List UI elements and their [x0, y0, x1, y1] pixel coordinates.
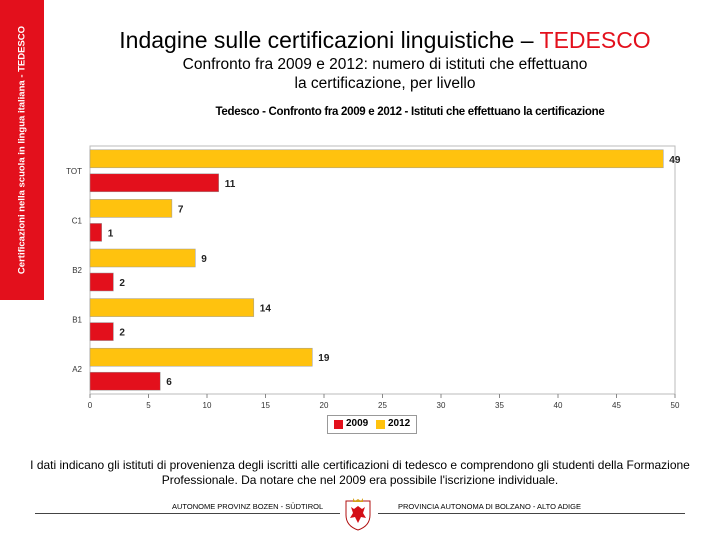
data-label: 11	[225, 179, 236, 190]
title-accent: TEDESCO	[539, 27, 651, 53]
coat-of-arms-icon	[345, 498, 371, 531]
bar-2012	[89, 149, 664, 169]
x-tick-label: 5	[146, 401, 151, 410]
legend-swatch-2009	[334, 420, 343, 429]
x-tick-label: 35	[495, 401, 504, 410]
legend-label-2009: 2009	[346, 418, 369, 429]
bar-2012	[89, 347, 313, 367]
category-label: A2	[72, 365, 82, 374]
bar-2012	[89, 199, 173, 218]
x-tick-label: 40	[554, 401, 563, 410]
chart-title: Tedesco - Confronto fra 2009 e 2012 - Is…	[215, 106, 605, 118]
footnote: I dati indicano gli istituti di provenie…	[30, 458, 690, 487]
sidebar-label: Certificazioni nella scuola in lingua it…	[16, 25, 28, 275]
bar-chart: 0 5 10 15 20 25 30 35 40 45 50 TOT 49 11 C1 7 1 B2 9 2 B1 14 2…	[66, 145, 681, 410]
legend-label-2012: 2012	[388, 418, 411, 429]
data-label: 2	[119, 328, 125, 339]
data-label: 7	[178, 204, 184, 215]
footer-rule-left	[35, 513, 340, 514]
bar-2012	[89, 248, 196, 268]
footer-rule-right	[378, 513, 685, 514]
subtitle-line-2: la certificazione, per livello	[294, 75, 476, 92]
x-tick-label: 30	[437, 401, 446, 410]
title-prefix: Indagine sulle certificazioni linguistic…	[119, 27, 540, 53]
chart-legend: 2009 2012	[327, 415, 417, 434]
data-label: 1	[108, 228, 114, 239]
bar-2009	[89, 272, 114, 292]
data-label: 6	[166, 377, 172, 388]
bar-2009	[89, 223, 102, 242]
x-tick-label: 0	[88, 401, 93, 410]
category-label: B2	[72, 266, 82, 275]
data-label: 49	[669, 155, 681, 166]
x-tick-label: 10	[203, 401, 212, 410]
subtitle-line-1: Confronto fra 2009 e 2012: numero di ist…	[182, 56, 588, 73]
bar-2009	[89, 322, 114, 341]
sidebar-band: Certificazioni nella scuola in lingua it…	[0, 0, 44, 300]
bar-2012	[89, 298, 255, 317]
x-tick-label: 50	[671, 401, 680, 410]
data-label: 14	[260, 304, 272, 315]
x-tick-label: 20	[320, 401, 329, 410]
footer-label-right: PROVINCIA AUTONOMA DI BOLZANO - ALTO ADI…	[398, 502, 581, 511]
page-subtitle: Confronto fra 2009 e 2012: numero di ist…	[100, 55, 670, 93]
x-tick-label: 25	[378, 401, 387, 410]
page-title: Indagine sulle certificazioni linguistic…	[50, 27, 720, 54]
legend-swatch-2012	[376, 420, 385, 429]
bar-2009	[89, 371, 161, 391]
x-tick-label: 45	[612, 401, 621, 410]
footer-label-left: AUTONOME PROVINZ BOZEN - SÜDTIROL	[172, 502, 324, 511]
category-label: TOT	[66, 167, 82, 176]
data-label: 2	[119, 278, 125, 289]
category-label: C1	[72, 216, 83, 225]
bar-2009	[89, 173, 219, 193]
data-label: 19	[318, 353, 330, 364]
data-label: 9	[201, 254, 207, 265]
category-label: B1	[72, 316, 82, 325]
x-tick-label: 15	[261, 401, 270, 410]
